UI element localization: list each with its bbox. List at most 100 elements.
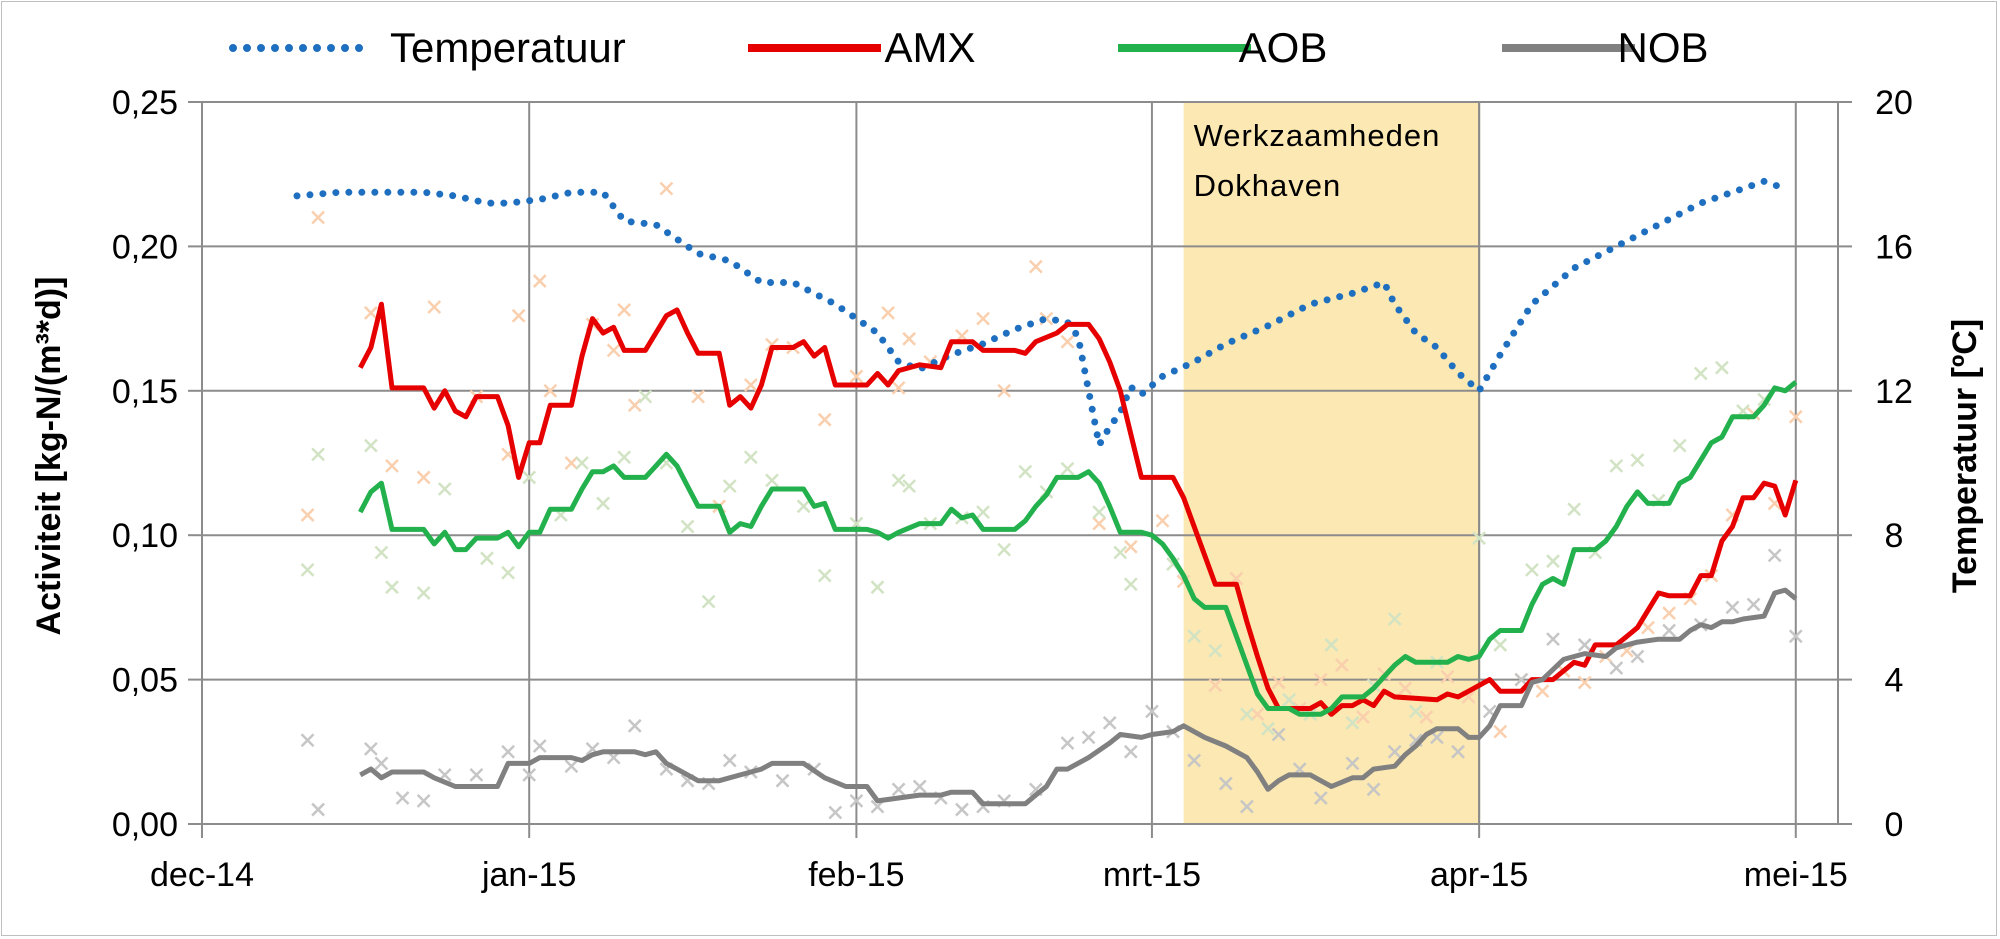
scatter-point [1018,464,1033,479]
scatter-point [722,479,737,493]
scatter-point [1472,531,1487,545]
scatter-point [416,586,431,600]
scatter-point [300,562,315,577]
scatter-point [1387,744,1402,759]
scatter-point [1092,505,1107,519]
scatter-point [627,398,642,413]
scatter-point [1567,502,1582,517]
scatter-point [416,470,431,485]
series-line-nob [359,587,1798,807]
scatter-point [1208,643,1223,658]
scatter-point [849,369,864,384]
scatter-point [1546,632,1560,647]
scatter-point [997,383,1012,398]
scatter-point [374,545,389,560]
tick-labels: 0,00 0,05 0,10 0,15 0,20 0,25 0 4 8 12 16 20 dec-14 j… [112,84,1913,894]
scatter-point [976,311,990,326]
scatter-point [501,565,515,580]
scatter-point [395,791,410,805]
scatter-point [976,505,990,519]
scatter-point [1060,334,1075,349]
y-tick-label: 0,15 [112,373,178,411]
scatter-point [1240,799,1254,814]
series-lines-layer [293,177,1799,807]
x-tick-label: apr-15 [1430,856,1528,894]
scatter-point [1123,744,1138,759]
scatter-point [891,782,906,797]
scatter-point [522,470,537,485]
scatter-point [881,305,895,320]
scatter-point [1028,259,1043,274]
scatter-point [1092,516,1107,531]
scatter-point [1356,710,1370,725]
scatter-point [311,802,325,817]
scatter-point [385,580,399,595]
scatter-point [1313,791,1328,805]
scatter-point [1387,612,1402,626]
scatter-point [511,308,526,323]
scatter-point [902,331,917,346]
legend-label-nob: NOB [1617,24,1708,71]
scatter-point [796,499,811,514]
scatter-point [501,744,515,759]
scatter-point [564,456,579,470]
scatter-point [363,305,378,320]
scatter-point [1113,545,1128,560]
scatter-point [1662,623,1677,638]
gridlines [201,101,1838,825]
y-tick-label: 0,00 [112,806,178,844]
scatter-point [374,756,389,771]
scatter-point [1060,461,1075,476]
x-tick-label: mei-15 [1744,856,1848,894]
scatter-point [575,456,589,470]
scatter-point [1609,661,1624,675]
scatter-point [300,508,315,522]
scatter-point [617,450,632,465]
scatter-point [596,496,610,511]
scatter-point [743,378,758,392]
scatter-point [817,412,832,427]
scatter-point [997,542,1012,557]
scatter-point [1788,409,1803,424]
scatter-point [617,303,632,317]
scatter-point [1693,366,1708,381]
scatter-point [912,779,927,794]
scatter-point [1335,658,1349,673]
scatter-point [1218,776,1233,791]
scatter-point [1630,649,1645,664]
scatter-point [722,753,737,768]
scatter-point [1250,707,1265,722]
scatter-point [1324,638,1339,652]
scatter-point [1261,721,1275,736]
scatter-point [659,181,674,196]
scatter-point [1271,727,1286,742]
scatter-point [691,389,705,404]
scatter-point [1145,704,1159,719]
scatter-point [480,551,494,566]
y-tick-label: 0,05 [112,662,178,700]
legend-label-aob: AOB [1239,24,1328,71]
scatter-point [1398,681,1413,696]
scatter-point [1345,716,1360,730]
scatter-point [1060,736,1075,751]
scatter-point [1546,554,1560,569]
scatter-point [1187,753,1202,768]
scatter-point [300,733,315,748]
scatter-point [1313,672,1328,687]
shaded-region-layer: Werkzaamheden Dokhaven [1183,102,1481,824]
scatter-point [1419,710,1434,725]
scatter-point [1451,744,1465,759]
x-tick-label: mrt-15 [1103,856,1201,894]
scatter-point [1725,600,1740,615]
x-tick-label: feb-15 [808,856,904,894]
y2-axis-title: Temperatuur [ºC] [1946,319,1984,593]
scatter-point [469,768,484,782]
scatter-point [1715,360,1729,375]
series-line-amx [358,301,1799,717]
scatter-point [1767,548,1782,563]
shaded-region-label: Dokhaven [1194,168,1342,203]
scatter-point [363,742,378,756]
shaded-region-label: Werkzaamheden [1194,118,1441,153]
